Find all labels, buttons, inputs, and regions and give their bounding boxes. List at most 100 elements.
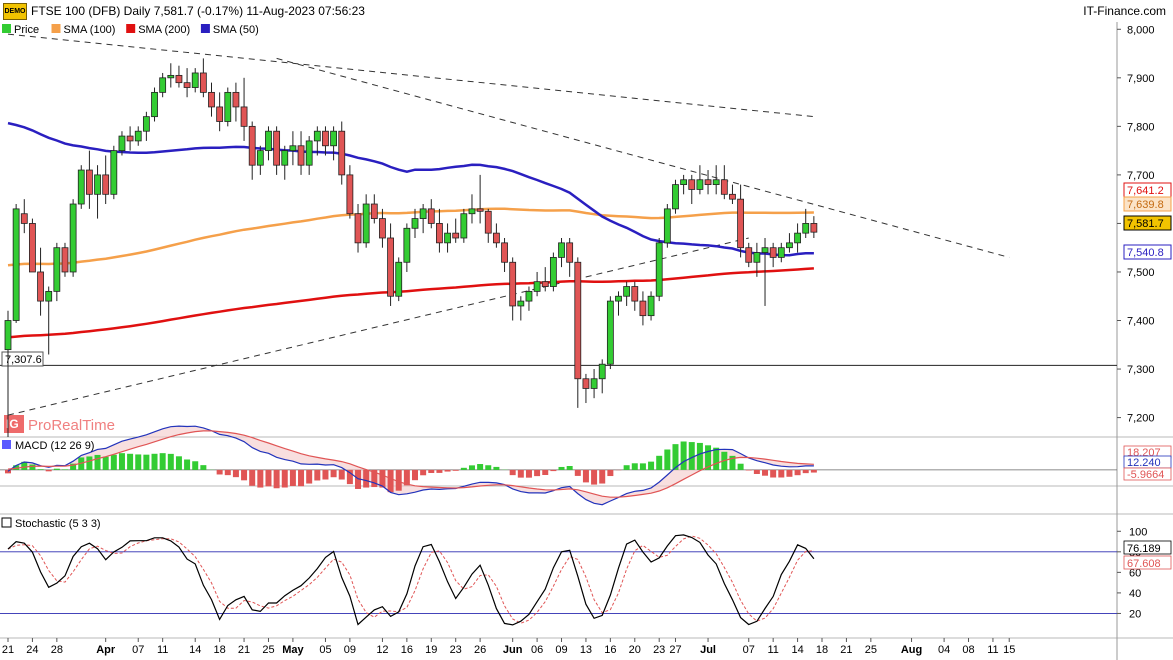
candle-body xyxy=(566,242,574,263)
candle xyxy=(142,111,150,141)
x-tick-label: Aug xyxy=(901,644,922,656)
candle-body xyxy=(452,232,460,239)
candle-body xyxy=(615,295,622,302)
price-y-tick-label: 7,200 xyxy=(1127,413,1155,425)
price-y-tick-label: 7,500 xyxy=(1127,267,1155,279)
candle xyxy=(395,257,403,302)
chart-canvas[interactable]: 7,2007,3007,4007,5007,6007,7007,8007,900… xyxy=(0,22,1173,660)
macd-bar xyxy=(631,463,638,470)
candle-body xyxy=(167,74,175,79)
macd-bar xyxy=(745,469,752,471)
candle-body xyxy=(696,179,704,190)
candle-body xyxy=(753,252,761,263)
macd-bar xyxy=(395,469,402,491)
legend-swatch xyxy=(2,24,11,33)
macd-bar xyxy=(770,469,777,478)
candle-body xyxy=(517,300,525,307)
candle xyxy=(802,208,810,238)
candle xyxy=(4,310,12,367)
candle xyxy=(216,92,224,132)
candle-body xyxy=(297,145,305,166)
candle xyxy=(224,87,232,127)
trendline-2 xyxy=(276,57,1010,258)
candle xyxy=(379,208,386,248)
candle-body xyxy=(419,208,427,219)
stoch-legend-swatch xyxy=(1,517,12,528)
candle xyxy=(346,165,354,219)
price-legend xyxy=(2,24,210,33)
macd-bar xyxy=(371,469,378,488)
candle-body xyxy=(501,242,508,263)
macd-bar xyxy=(566,466,573,470)
candle-body xyxy=(102,174,110,195)
candle-body xyxy=(183,82,191,88)
macd-bar xyxy=(786,469,793,477)
macd-bar xyxy=(639,463,646,470)
candle xyxy=(37,247,44,316)
candle xyxy=(362,194,370,248)
candle xyxy=(623,281,631,306)
candle xyxy=(745,242,753,268)
candle xyxy=(810,216,818,238)
macd-bar xyxy=(477,464,484,470)
candle xyxy=(574,257,582,408)
macd-bar xyxy=(94,454,101,470)
price-tag-label: 7,641.2 xyxy=(1127,185,1164,197)
candle-body xyxy=(476,208,484,212)
demo-badge: DEMO xyxy=(3,3,27,20)
candle-body xyxy=(45,290,53,302)
x-tick-label: 20 xyxy=(629,644,641,656)
x-tick-label: 16 xyxy=(604,644,616,656)
legend-label: SMA (100) xyxy=(64,24,116,36)
candle xyxy=(753,242,761,277)
candle-body xyxy=(387,237,394,297)
macd-bar xyxy=(257,469,264,488)
macd-bar xyxy=(460,467,467,470)
candle-body xyxy=(761,247,769,253)
macd-bar xyxy=(436,469,443,473)
candle-body xyxy=(460,213,468,239)
candle xyxy=(20,199,28,234)
candle xyxy=(248,121,256,180)
macd-bar xyxy=(102,456,109,470)
macd-bar xyxy=(273,469,280,489)
legend-label: Price xyxy=(14,24,39,36)
candles xyxy=(4,58,818,408)
candle-body xyxy=(786,242,793,249)
macd-bar xyxy=(517,469,524,478)
candle-body xyxy=(126,135,134,142)
x-tick-label: Apr xyxy=(96,644,116,656)
macd-bar xyxy=(21,461,28,470)
macd-bar xyxy=(688,442,695,470)
candle xyxy=(191,68,199,93)
macd-bar xyxy=(192,461,199,470)
candle xyxy=(647,291,655,321)
candle-body xyxy=(810,223,818,233)
macd-bar xyxy=(591,469,598,485)
watermark xyxy=(4,415,24,433)
candle xyxy=(110,145,118,200)
candle-body xyxy=(582,378,590,389)
trendline-3 xyxy=(7,237,749,416)
macd-bar xyxy=(110,454,117,470)
candle xyxy=(606,296,614,370)
candle-body xyxy=(118,135,126,152)
stoch-tag-label: 67.608 xyxy=(1127,558,1161,570)
candle-body xyxy=(794,232,801,244)
macd-bar xyxy=(412,469,418,481)
candle-body xyxy=(69,203,77,273)
macd-tag-box xyxy=(1123,467,1172,481)
candle-body xyxy=(663,208,671,244)
x-tick-label: 28 xyxy=(51,644,63,656)
macd-bar xyxy=(403,469,410,486)
macd-bar xyxy=(485,465,492,470)
stoch-y-tick-label: 100 xyxy=(1129,526,1147,538)
candle-body xyxy=(159,77,167,93)
candle-body xyxy=(623,286,631,297)
candle-body xyxy=(208,91,215,108)
candle xyxy=(509,257,517,321)
price-y-tick-label: 7,700 xyxy=(1127,170,1155,182)
candle xyxy=(484,208,492,243)
candle-body xyxy=(12,208,20,321)
